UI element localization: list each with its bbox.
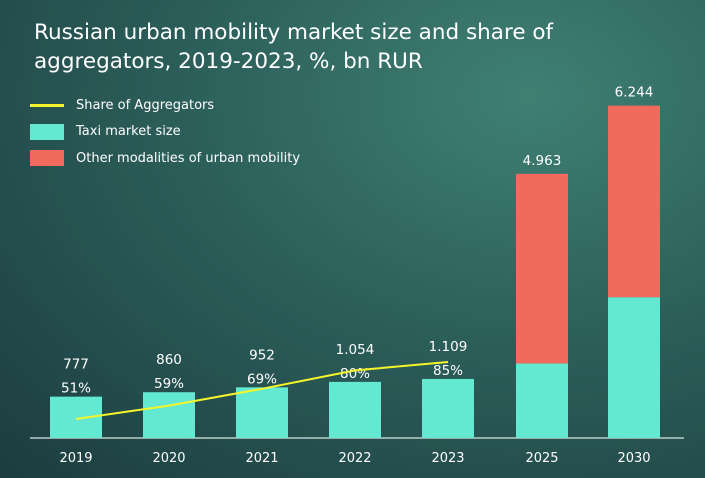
bar-taxi-2022 [329, 381, 381, 438]
share-label-2019: 51% [61, 381, 91, 397]
total-label-2030: 6.244 [615, 85, 654, 101]
total-label-2023: 1.109 [429, 339, 468, 355]
legend-swatch-other [30, 150, 64, 167]
legend-swatch-taxi [30, 123, 64, 140]
share-label-2020: 59% [154, 376, 184, 392]
legend: Share of Aggregators Taxi market size Ot… [30, 92, 300, 172]
x-tick-label-2020: 2020 [152, 451, 185, 466]
bar-taxi-2025 [516, 363, 568, 438]
bar-taxi-2020 [143, 392, 195, 438]
legend-label-taxi: Taxi market size [76, 124, 181, 140]
legend-item-share: Share of Aggregators [30, 92, 300, 119]
share-label-2021: 69% [247, 371, 277, 387]
share-of-aggregators-line [75, 361, 449, 420]
chart-title: Russian urban mobility market size and s… [34, 20, 554, 74]
legend-item-other: Other modalities of urban mobility [30, 145, 300, 172]
x-tick-label-2019: 2019 [59, 451, 92, 466]
legend-item-taxi: Taxi market size [30, 119, 300, 146]
total-label-2019: 777 [63, 357, 89, 373]
share-label-2022: 80% [340, 366, 370, 382]
legend-swatch-share [30, 103, 64, 107]
total-label-2025: 4.963 [523, 153, 562, 169]
share-label-2023: 85% [433, 363, 463, 379]
total-label-2021: 952 [249, 347, 275, 363]
x-tick-label-2022: 2022 [338, 451, 371, 466]
x-tick-label-2021: 2021 [245, 451, 278, 466]
bar-taxi-2021 [236, 387, 288, 438]
legend-label-other: Other modalities of urban mobility [76, 150, 301, 166]
total-label-2022: 1.054 [336, 342, 375, 358]
x-tick-label-2023: 2023 [431, 451, 464, 466]
bar-taxi-2030 [608, 297, 660, 438]
total-label-2020: 860 [156, 352, 182, 368]
bar-taxi-2023 [422, 378, 474, 438]
x-tick-label-2025: 2025 [525, 451, 558, 466]
x-tick-label-2030: 2030 [617, 451, 650, 466]
bar-other-2030 [608, 105, 660, 298]
legend-label-share: Share of Aggregators [76, 97, 215, 113]
bar-other-2025 [516, 173, 568, 364]
